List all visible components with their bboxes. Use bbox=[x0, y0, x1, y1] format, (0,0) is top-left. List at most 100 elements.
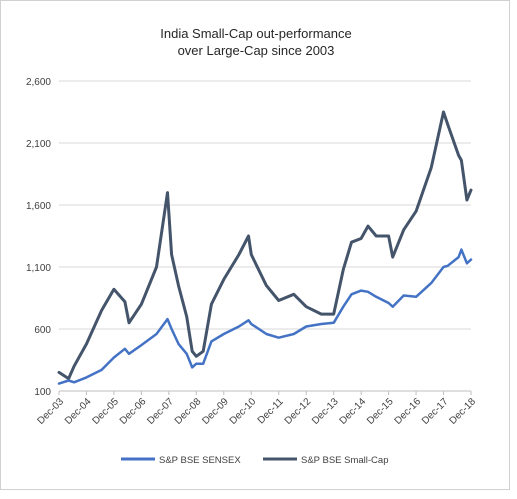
data-point bbox=[360, 237, 362, 240]
data-point bbox=[191, 366, 194, 369]
x-tick-label: Dec-04 bbox=[63, 396, 94, 427]
data-point bbox=[466, 199, 468, 201]
x-tick-label: Dec-10 bbox=[228, 396, 259, 427]
data-point bbox=[140, 303, 143, 306]
x-tick-label: Dec-05 bbox=[90, 396, 121, 427]
data-point bbox=[140, 344, 143, 346]
x-tick-label: Dec-13 bbox=[310, 396, 341, 427]
data-point bbox=[470, 258, 472, 261]
data-point bbox=[191, 350, 194, 353]
data-point bbox=[210, 303, 213, 306]
data-point bbox=[460, 159, 463, 162]
data-point bbox=[67, 377, 70, 380]
data-point bbox=[124, 348, 126, 350]
data-point bbox=[185, 353, 188, 355]
data-point bbox=[238, 253, 240, 256]
data-point bbox=[460, 248, 463, 251]
data-point bbox=[202, 350, 204, 353]
data-point bbox=[100, 369, 103, 371]
data-point bbox=[415, 210, 417, 212]
data-point bbox=[223, 333, 225, 335]
x-tick-label: Dec-06 bbox=[118, 396, 149, 427]
data-point bbox=[415, 295, 417, 298]
legend: S&P BSE SENSEX S&P BSE Small-Cap bbox=[121, 455, 388, 466]
series-line bbox=[57, 248, 473, 385]
data-point bbox=[360, 289, 362, 292]
data-point bbox=[293, 293, 295, 296]
data-point bbox=[332, 322, 335, 324]
x-tick-label: Dec-18 bbox=[447, 396, 478, 427]
data-point bbox=[128, 322, 130, 324]
y-axis-tick-labels: 100 600 1,100 1,600 2,100 2,600 bbox=[26, 77, 51, 398]
data-point bbox=[170, 253, 173, 256]
y-tick-label: 600 bbox=[34, 325, 51, 336]
data-point bbox=[67, 379, 70, 382]
x-tick-label: Dec-16 bbox=[393, 396, 424, 427]
data-point bbox=[293, 333, 295, 335]
data-point bbox=[457, 154, 460, 157]
data-point bbox=[73, 365, 75, 368]
data-point bbox=[113, 288, 115, 291]
data-point bbox=[305, 325, 308, 328]
data-point bbox=[202, 362, 204, 365]
data-point bbox=[177, 343, 180, 345]
x-tick-label: Dec-07 bbox=[145, 396, 176, 427]
data-point bbox=[457, 256, 460, 258]
data-point bbox=[367, 291, 369, 293]
series-lines bbox=[57, 110, 473, 385]
data-point bbox=[277, 336, 280, 339]
data-point bbox=[58, 382, 60, 385]
data-point bbox=[375, 235, 378, 237]
data-point bbox=[185, 315, 188, 318]
chart-title-line-1: India Small-Cap out-performance bbox=[160, 26, 351, 41]
data-point bbox=[442, 266, 445, 268]
data-point bbox=[124, 300, 126, 303]
chart-frame: India Small-Cap out-performance over Lar… bbox=[0, 0, 510, 490]
data-point bbox=[177, 284, 180, 287]
data-point bbox=[250, 253, 253, 256]
x-tick-label: Dec-17 bbox=[420, 396, 451, 427]
line-chart: India Small-Cap out-performance over Lar… bbox=[26, 26, 478, 466]
data-point bbox=[387, 302, 390, 304]
y-tick-label: 1,600 bbox=[26, 201, 51, 212]
y-gridlines bbox=[59, 80, 471, 392]
x-tick-label: Dec-03 bbox=[35, 396, 66, 427]
data-point bbox=[305, 305, 308, 308]
x-tick-label: Dec-08 bbox=[173, 396, 204, 427]
data-point bbox=[391, 256, 394, 258]
chart-title-line-2: over Large-Cap since 2003 bbox=[178, 43, 335, 58]
data-point bbox=[430, 282, 432, 284]
data-point bbox=[250, 323, 253, 325]
data-point bbox=[391, 305, 394, 308]
data-point bbox=[442, 111, 445, 113]
legend-label: S&P BSE Small-Cap bbox=[301, 455, 388, 466]
data-point bbox=[247, 235, 250, 237]
x-tick-label: Dec-15 bbox=[365, 396, 396, 427]
data-point bbox=[320, 323, 323, 325]
data-point bbox=[446, 264, 449, 267]
data-point bbox=[85, 343, 88, 345]
data-point bbox=[195, 362, 198, 365]
data-point bbox=[170, 328, 173, 330]
data-point bbox=[113, 356, 115, 359]
data-point bbox=[85, 376, 88, 379]
legend-label: S&P BSE SENSEX bbox=[159, 455, 241, 466]
data-point bbox=[223, 278, 225, 281]
data-point bbox=[320, 313, 323, 315]
data-point bbox=[238, 325, 240, 328]
x-tick-label: Dec-11 bbox=[256, 396, 286, 426]
data-point bbox=[387, 235, 390, 237]
data-point bbox=[402, 294, 405, 297]
data-point bbox=[210, 340, 213, 343]
data-point bbox=[402, 229, 405, 231]
data-point bbox=[470, 189, 472, 191]
data-point bbox=[332, 313, 335, 315]
data-point bbox=[265, 333, 268, 335]
data-point bbox=[166, 318, 169, 320]
data-point bbox=[73, 381, 75, 384]
data-point bbox=[58, 371, 60, 374]
series-line bbox=[57, 110, 473, 381]
data-point bbox=[100, 309, 103, 312]
data-point bbox=[466, 262, 468, 265]
